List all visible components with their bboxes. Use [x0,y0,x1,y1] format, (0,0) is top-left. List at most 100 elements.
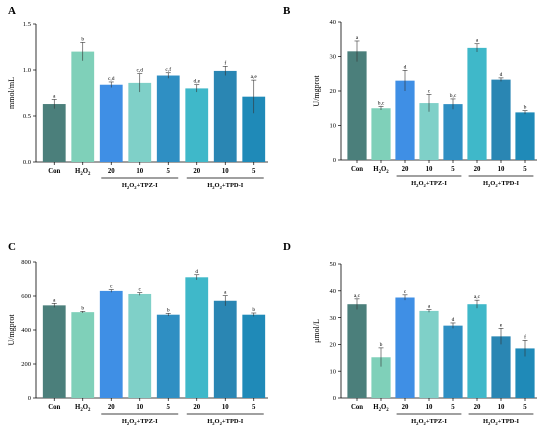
group-label-a-0: H2O2+TPZ-I [122,182,158,190]
significance-label-b-3: c [428,88,431,94]
category-label-b-7: 5 [523,166,527,173]
bar-b-4 [443,104,463,160]
bar-c-1 [71,312,95,398]
significance-label-b-2: d [404,64,407,70]
panel-label-d: D [283,241,291,253]
significance-label-c-0: a [53,297,56,303]
panel-label-a: A [8,5,16,17]
category-label-c-7: 5 [252,404,256,411]
bar-c-7 [242,314,266,398]
y-tick-label-b: 10 [330,123,337,130]
bar-b-1 [371,108,391,160]
bar-a-2 [99,84,123,162]
bar-b-0 [347,51,367,161]
group-label-a-1: H2O2+TPD-I [207,182,244,190]
significance-label-c-3: c [139,287,142,293]
y-tick-label-c: 0 [28,395,31,402]
bar-b-3 [419,103,439,160]
bar-d-6 [491,336,511,398]
y-tick-label-d: 40 [330,288,337,295]
group-label-d-1: H2O2+TPD-I [483,418,520,426]
category-label-b-4: 5 [451,166,455,173]
category-label-d-0: Con [351,404,363,411]
significance-label-a-3: c,d [136,68,143,74]
category-label-c-0: Con [48,404,60,411]
group-label-d-0: H2O2+TPZ-I [411,418,447,426]
significance-label-d-2: c [404,289,407,295]
panel-b: B 0 10 20 30 40 U/mgprot a Con b,c H2O2 d 20 c 10 b,c 5 a… [275,0,550,216]
y-axis-label-d: μmol/L [312,319,321,343]
panel-label-c: C [8,241,16,253]
significance-label-c-6: a [224,290,227,296]
category-label-d-7: 5 [523,404,527,411]
significance-label-b-4: b,c [450,93,457,99]
significance-label-c-2: c [110,284,113,290]
category-label-d-4: 5 [451,404,455,411]
bar-a-3 [128,82,152,162]
panel-c: C 0 200 400 600 800 U/mgprot a Con b H2O2 c 20 c 10 b 5 d… [0,216,275,432]
category-label-b-5: 20 [474,166,481,173]
chart-b: B 0 10 20 30 40 U/mgprot a Con b,c H2O2 d 20 c 10 b,c 5 a… [283,5,537,188]
significance-label-c-4: b [167,307,170,313]
category-label-c-4: 5 [167,404,171,411]
panel-label-b: B [283,5,291,17]
bar-c-6 [213,300,237,398]
category-label-d-3: 10 [426,404,433,411]
bar-a-7 [242,96,266,162]
category-label-b-2: 20 [402,166,409,173]
bar-c-0 [42,305,66,398]
significance-label-b-5: a [476,38,479,44]
panel-a: A 0.0 0.5 1.0 1.5 mmol/mL a Con b H2O2 c,d 20 c,d 10 c… [0,0,275,216]
y-tick-label-d: 50 [330,261,337,268]
bar-a-4 [156,75,180,162]
y-axis-label-a: mmol/mL [7,77,16,109]
group-label-c-0: H2O2+TPZ-I [122,418,158,426]
significance-label-d-0: a,c [354,293,361,299]
category-label-b-6: 10 [498,166,505,173]
significance-label-c-7: b [252,307,255,313]
significance-label-a-0: a [53,93,56,99]
group-label-c-1: H2O2+TPD-I [207,418,244,426]
category-label-a-7: 5 [252,168,256,175]
bar-d-5 [467,304,487,398]
y-tick-label-d: 10 [330,368,337,375]
category-label-c-1: H2O2 [75,404,91,413]
bar-a-1 [71,51,95,162]
bar-c-5 [185,277,209,398]
bar-d-2 [395,297,415,398]
category-label-c-2: 20 [108,404,115,411]
significance-label-a-1: b [81,36,84,42]
bar-c-3 [128,293,152,398]
category-label-c-6: 10 [222,404,229,411]
chart-d: D 0 10 20 30 40 50 μmol/L a,c Con b H2O2 c 20 a 10 d 5 a,c… [283,241,537,426]
category-label-d-6: 10 [498,404,505,411]
chart-c: C 0 200 400 600 800 U/mgprot a Con b H2O2 c 20 c 10 b 5 d… [7,241,268,426]
significance-label-c-1: b [81,305,84,311]
bar-a-5 [185,88,209,162]
significance-label-a-4: c,f [165,66,171,73]
y-tick-label-c: 400 [21,327,31,334]
category-label-c-3: 10 [136,404,143,411]
y-tick-label-c: 200 [21,361,31,368]
category-label-d-2: 20 [402,404,409,411]
significance-label-b-0: a [356,35,359,41]
bar-c-2 [99,290,123,398]
significance-label-d-7: f [524,333,526,340]
bar-a-6 [213,70,237,162]
significance-label-a-7: a,e [251,74,258,80]
significance-label-d-4: d [452,317,455,323]
y-tick-label-a: 0.5 [23,113,31,120]
group-label-b-0: H2O2+TPZ-I [411,180,447,188]
y-tick-label-b: 40 [330,19,337,26]
bar-d-7 [515,348,535,398]
chart-a: A 0.0 0.5 1.0 1.5 mmol/mL a Con b H2O2 c,d 20 c,d 10 c… [7,5,268,190]
y-tick-label-d: 0 [333,395,336,402]
significance-label-c-5: d [195,269,198,275]
significance-label-b-7: b [524,105,527,111]
bar-c-4 [156,314,180,398]
bar-b-5 [467,47,487,160]
bar-d-3 [419,310,439,398]
y-tick-label-a: 1.5 [23,21,31,28]
y-tick-label-c: 800 [21,259,31,266]
y-axis-label-b: U/mgprot [312,75,321,107]
